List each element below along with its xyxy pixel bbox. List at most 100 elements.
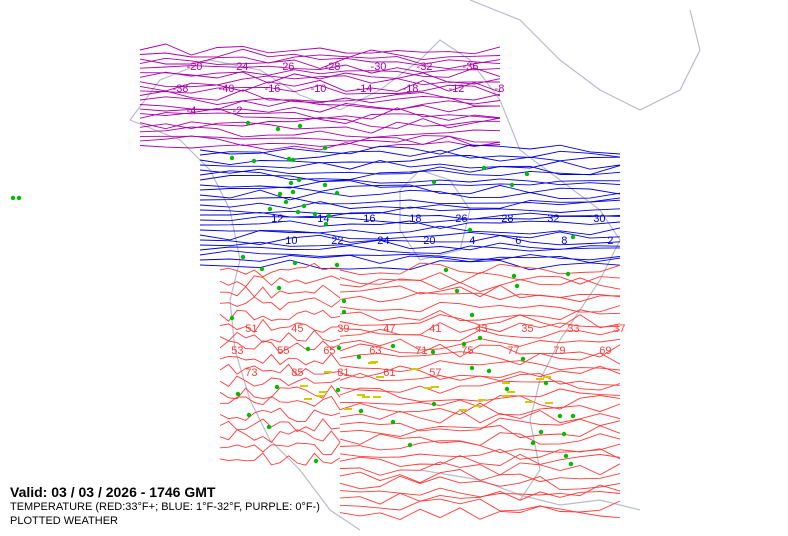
fog-symbol: [300, 385, 308, 387]
cold-isotherm: [200, 211, 621, 220]
isotherm-label: 85: [291, 367, 303, 379]
rain-symbol: [524, 171, 530, 177]
rain-symbol: [10, 195, 16, 201]
rain-symbol: [277, 191, 283, 197]
isotherm-label: 33: [567, 323, 579, 335]
isotherm-label: -8: [495, 83, 505, 95]
warm-isotherm: [339, 284, 621, 299]
cold-isotherm: [199, 206, 621, 215]
rain-symbol: [313, 458, 319, 464]
isotherm-label: 24: [377, 235, 389, 247]
isotherm-label: 81: [337, 367, 349, 379]
isotherm-label: 45: [291, 323, 303, 335]
warm-isotherm: [339, 262, 621, 276]
rain-symbol: [504, 386, 510, 392]
cold-isotherm: [199, 155, 621, 166]
frigid-isotherm: [139, 64, 501, 74]
rain-symbol: [461, 341, 467, 347]
warm-isotherm: [339, 343, 621, 358]
isotherm-label: 2: [607, 235, 613, 247]
rain-symbol: [509, 182, 515, 188]
fog-symbol: [502, 382, 510, 384]
warm-isotherm: [219, 375, 341, 387]
rain-symbol: [469, 312, 475, 318]
warm-isotherm: [339, 272, 621, 285]
warm-isotherm: [339, 425, 621, 439]
rain-symbol: [570, 234, 576, 240]
rain-symbol: [290, 189, 296, 195]
isotherm-label: 28: [501, 213, 513, 225]
cold-isotherm: [199, 149, 621, 160]
frigid-isotherm: [139, 111, 501, 124]
fog-symbol: [545, 402, 553, 404]
rain-symbol: [283, 199, 289, 205]
temperature-legend: TEMPERATURE (RED:33°F+; BLUE: 1°F-32°F, …: [10, 501, 320, 513]
fog-symbol: [357, 394, 365, 396]
rain-symbol: [543, 380, 549, 386]
warm-isotherm: [219, 329, 341, 343]
fog-symbol: [536, 378, 544, 380]
frigid-isotherm: [139, 67, 501, 79]
isotherm-label: 18: [409, 213, 421, 225]
rain-symbol: [341, 309, 347, 315]
rain-symbol: [443, 267, 449, 273]
warm-isotherm: [219, 353, 341, 366]
frigid-isotherm: [139, 48, 501, 61]
cold-isotherm: [199, 220, 621, 229]
rain-symbol: [297, 123, 303, 129]
fog-symbol: [411, 368, 419, 370]
fog-symbol: [373, 396, 381, 398]
isotherm-label: -28: [325, 61, 341, 73]
warm-isotherm: [339, 314, 621, 329]
rain-symbol: [322, 182, 328, 188]
rain-symbol: [563, 453, 569, 459]
isotherm-label: 30: [593, 213, 605, 225]
isotherm-label: -24: [233, 61, 249, 73]
warm-isotherm: [219, 429, 341, 444]
rain-symbol: [275, 126, 281, 132]
rain-symbol: [520, 356, 526, 362]
warm-isotherm: [219, 407, 341, 422]
rain-symbol: [229, 315, 235, 321]
rain-symbol: [229, 155, 235, 161]
rain-symbol: [235, 391, 241, 397]
rain-symbol: [336, 345, 342, 351]
fog-symbol: [304, 398, 312, 400]
isotherm-label: 32: [547, 213, 559, 225]
plotted-weather-label: PLOTTED WEATHER: [10, 515, 118, 527]
frigid-isotherm: [139, 102, 501, 113]
frigid-isotherm: [139, 135, 501, 147]
rain-symbol: [390, 343, 396, 349]
isotherm-label: 55: [277, 345, 289, 357]
rain-symbol: [323, 221, 329, 227]
warm-isotherm: [339, 409, 621, 424]
warm-isotherm: [339, 453, 621, 467]
frigid-isotherm: [139, 141, 501, 151]
rain-symbol: [557, 413, 563, 419]
rain-symbol: [511, 273, 517, 279]
frigid-isotherm: [139, 120, 500, 134]
rain-symbol: [246, 412, 252, 418]
isotherm-label: -30: [371, 61, 387, 73]
coastline: [419, 469, 641, 511]
coastline: [129, 39, 621, 501]
warm-isotherm: [339, 338, 621, 351]
rain-symbol: [286, 156, 292, 162]
rain-symbol: [301, 203, 307, 209]
fog-symbol: [431, 386, 439, 388]
rain-symbol: [570, 413, 576, 419]
frigid-isotherm: [139, 57, 501, 70]
warm-isotherm: [339, 432, 621, 446]
cold-isotherm: [199, 250, 621, 261]
cold-isotherm: [199, 229, 621, 241]
isotherm-label: -18: [403, 83, 419, 95]
rain-symbol: [290, 157, 296, 163]
warm-isotherm: [339, 351, 621, 366]
warm-isotherm: [219, 418, 341, 433]
fog-symbol: [507, 391, 515, 393]
warm-isotherm: [339, 440, 621, 454]
rain-symbol: [322, 145, 328, 151]
frigid-isotherm: [139, 89, 501, 102]
warm-isotherm: [219, 384, 341, 400]
